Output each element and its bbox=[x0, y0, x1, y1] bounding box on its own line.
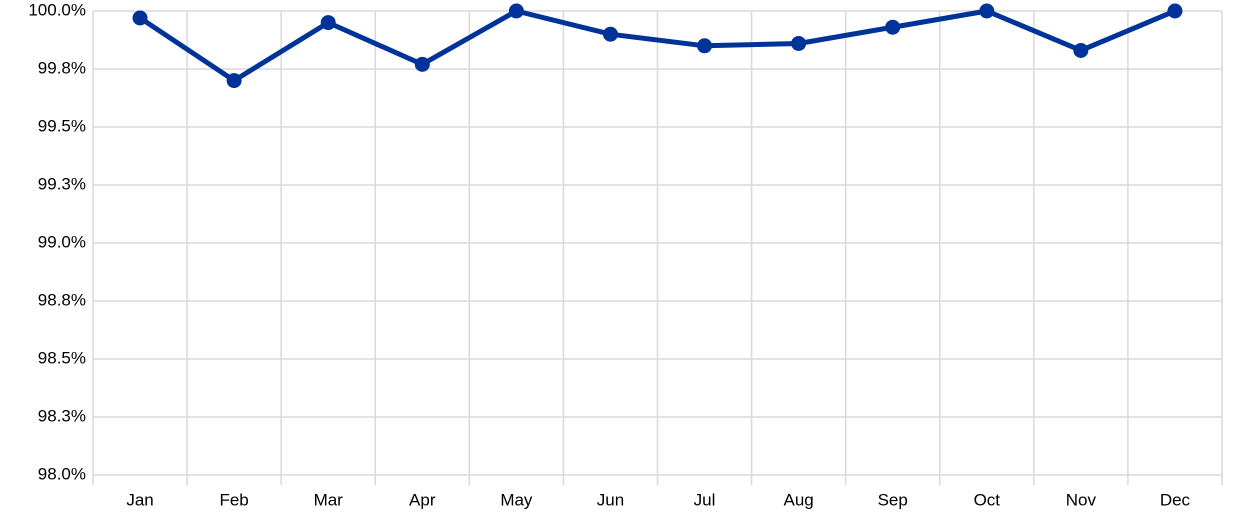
x-tick-label: Nov bbox=[1066, 490, 1097, 509]
x-tick-label: Dec bbox=[1160, 490, 1191, 509]
x-tick-label: Aug bbox=[784, 490, 814, 509]
point bbox=[602, 26, 618, 42]
point bbox=[1073, 42, 1089, 58]
x-tick-label: Jan bbox=[126, 490, 153, 509]
x-tick-label: Oct bbox=[974, 490, 1001, 509]
point bbox=[697, 38, 713, 54]
y-tick-label: 99.8% bbox=[38, 58, 86, 77]
x-tick-label: Apr bbox=[409, 490, 436, 509]
y-tick-label: 99.3% bbox=[38, 174, 86, 193]
y-tick-label: 98.8% bbox=[38, 290, 86, 309]
point bbox=[885, 19, 901, 35]
x-tick-label: Jun bbox=[597, 490, 624, 509]
point bbox=[320, 15, 336, 31]
y-tick-label: 99.5% bbox=[38, 116, 86, 135]
x-tick-label: Sep bbox=[878, 490, 908, 509]
point bbox=[791, 35, 807, 51]
line bbox=[138, 8, 1176, 84]
y-tick-label: 98.5% bbox=[38, 348, 86, 367]
point bbox=[1167, 3, 1183, 19]
y-tick-label: 99.0% bbox=[38, 232, 86, 251]
point bbox=[508, 3, 524, 19]
point bbox=[414, 56, 430, 72]
x-tick-label: Mar bbox=[314, 490, 344, 509]
x-tick-label: Jul bbox=[694, 490, 716, 509]
y-tick-label: 100.0% bbox=[28, 0, 86, 19]
point bbox=[226, 73, 242, 89]
y-tick-label: 98.0% bbox=[38, 464, 86, 483]
point bbox=[132, 10, 148, 26]
x-tick-label: Feb bbox=[219, 490, 248, 509]
y-tick-label: 98.3% bbox=[38, 406, 86, 425]
x-tick-label: May bbox=[500, 490, 533, 509]
point bbox=[979, 3, 995, 19]
